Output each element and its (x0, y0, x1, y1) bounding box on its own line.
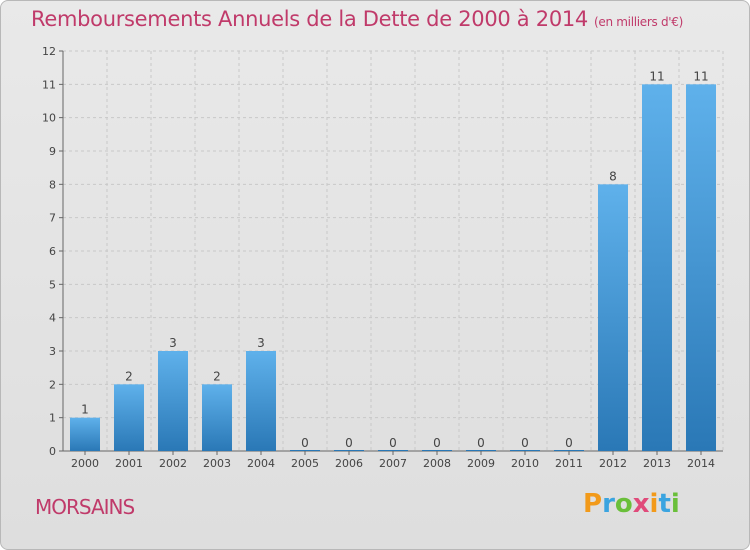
y-tick-label: 12 (42, 45, 56, 58)
bar (202, 384, 232, 451)
data-label: 0 (301, 436, 309, 450)
labels: 0123456789101112120002200132002220033200… (42, 45, 715, 470)
bar (422, 450, 452, 451)
x-tick-label: 2004 (247, 457, 275, 470)
data-label: 0 (565, 436, 573, 450)
bar (290, 450, 320, 451)
data-label: 11 (693, 69, 708, 83)
y-tick-label: 0 (49, 445, 56, 458)
x-tick-label: 2006 (335, 457, 363, 470)
data-label: 0 (477, 436, 485, 450)
data-label: 2 (125, 369, 133, 383)
x-tick-label: 2000 (71, 457, 99, 470)
x-tick-label: 2005 (291, 457, 319, 470)
x-tick-label: 2002 (159, 457, 187, 470)
title-text: Remboursements Annuels de la Dette de 20… (31, 7, 588, 31)
proxiti-logo: Proxiti (583, 489, 680, 519)
data-label: 0 (521, 436, 529, 450)
x-tick-label: 2008 (423, 457, 451, 470)
y-tick-label: 7 (49, 212, 56, 225)
data-label: 0 (345, 436, 353, 450)
x-tick-label: 2012 (599, 457, 627, 470)
bar (158, 351, 188, 451)
data-label: 2 (213, 369, 221, 383)
bar (598, 184, 628, 452)
x-tick-label: 2001 (115, 457, 143, 470)
chart-title: Remboursements Annuels de la Dette de 20… (31, 7, 683, 31)
y-tick-label: 5 (49, 278, 56, 291)
y-tick-label: 10 (42, 112, 56, 125)
bar (642, 84, 672, 451)
bar (114, 384, 144, 451)
y-tick-label: 2 (49, 378, 56, 391)
bar (246, 351, 276, 451)
y-tick-label: 1 (49, 412, 56, 425)
y-tick-label: 8 (49, 178, 56, 191)
y-tick-label: 9 (49, 145, 56, 158)
y-tick-label: 11 (42, 78, 56, 91)
x-tick-label: 2009 (467, 457, 495, 470)
bar (378, 450, 408, 451)
y-tick-label: 6 (49, 245, 56, 258)
data-label: 11 (649, 69, 664, 83)
data-label: 3 (257, 336, 265, 350)
x-tick-label: 2003 (203, 457, 231, 470)
data-label: 0 (389, 436, 397, 450)
bar (466, 450, 496, 451)
data-label: 1 (81, 403, 89, 417)
bar (686, 84, 716, 451)
bar (70, 417, 100, 451)
chart-subtitle: (en milliers d'€) (594, 15, 684, 29)
grid-lines (62, 50, 724, 451)
x-tick-label: 2013 (643, 457, 671, 470)
place-name: MORSAINS (35, 495, 135, 519)
data-label: 3 (169, 336, 177, 350)
bar (510, 450, 540, 451)
bars (70, 84, 716, 452)
y-tick-label: 4 (49, 312, 56, 325)
x-tick-label: 2010 (511, 457, 539, 470)
y-tick-label: 3 (49, 345, 56, 358)
data-label: 0 (433, 436, 441, 450)
x-tick-label: 2007 (379, 457, 407, 470)
data-label: 8 (609, 169, 617, 183)
x-tick-label: 2011 (555, 457, 583, 470)
x-tick-label: 2014 (687, 457, 715, 470)
bar (554, 450, 584, 451)
bar (334, 450, 364, 451)
